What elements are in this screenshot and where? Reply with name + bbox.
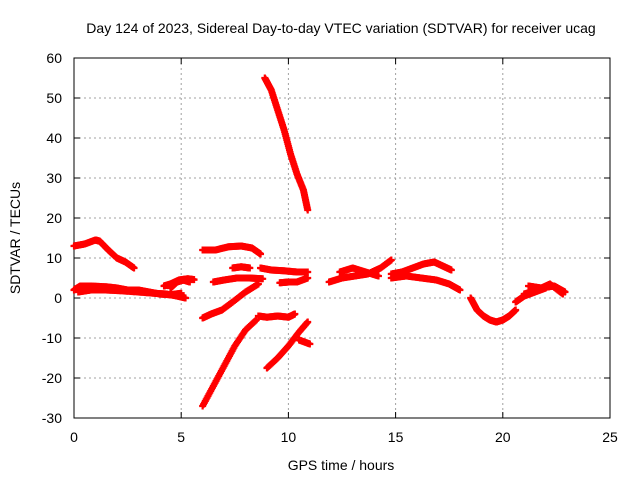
chart-title: Day 124 of 2023, Sidereal Day-to-day VTE… (86, 20, 595, 36)
series-track-u (467, 294, 520, 326)
y-tick-label: 50 (46, 90, 62, 106)
y-tick-label: 10 (46, 250, 62, 266)
y-tick-label: 30 (46, 170, 62, 186)
ticks (73, 57, 611, 419)
data-point (246, 264, 254, 272)
series-track-o (261, 74, 312, 214)
plot-frame (73, 57, 611, 419)
data-point (190, 276, 198, 284)
y-tick-label: 60 (46, 50, 62, 66)
series-track-n (295, 336, 314, 348)
y-tick-label: 20 (46, 210, 62, 226)
data-point (512, 306, 520, 314)
data-point (304, 318, 312, 326)
data-point (259, 275, 267, 283)
y-axis-label: SDTVAR / TECUs (7, 182, 23, 294)
y-tick-label: -10 (42, 330, 62, 346)
x-tick-label: 5 (177, 429, 185, 445)
data-point (181, 294, 189, 302)
x-tick-label: 0 (70, 429, 78, 445)
series-track-e (160, 275, 198, 290)
x-tick-label: 25 (602, 429, 618, 445)
data-point (447, 266, 455, 274)
data-point (291, 310, 299, 318)
x-axis-label: GPS time / hours (288, 457, 395, 473)
data-point (387, 256, 395, 264)
data-points (70, 74, 569, 410)
data-point (257, 250, 265, 258)
y-tick-label: -20 (42, 370, 62, 386)
data-point (304, 274, 312, 282)
series-track-i (229, 263, 254, 272)
x-tick-labels: 0 5 10 15 20 25 (70, 429, 618, 445)
series-track-a (70, 236, 138, 272)
series-track-l (254, 310, 299, 321)
data-point (130, 264, 138, 272)
series-track-f (199, 242, 265, 258)
series-track-p (276, 274, 312, 287)
data-point (254, 280, 262, 288)
series-track-s (387, 258, 455, 278)
grid (74, 58, 610, 418)
series-track-m (263, 318, 312, 372)
data-point (306, 340, 314, 348)
x-tick-label: 20 (495, 429, 511, 445)
series-track-r (336, 264, 382, 280)
y-tick-label: 40 (46, 130, 62, 146)
data-point (456, 286, 464, 294)
series-track-x (520, 280, 567, 298)
y-tick-label: 0 (54, 290, 62, 306)
series-track-t (387, 272, 464, 294)
data-point (252, 316, 260, 324)
x-tick-label: 10 (281, 429, 297, 445)
y-tick-labels: -30 -20 -10 0 10 20 30 40 50 60 (42, 50, 62, 426)
series-track-c (74, 286, 189, 302)
y-tick-label: -30 (42, 410, 62, 426)
series-track-k (199, 316, 260, 410)
x-tick-label: 15 (388, 429, 404, 445)
series-track-q (325, 256, 395, 286)
series-track-h (209, 274, 267, 286)
data-point (304, 206, 312, 214)
data-point (374, 272, 382, 280)
data-point (304, 268, 312, 276)
series-track-j (199, 280, 262, 322)
series-track-g (257, 264, 312, 276)
data-point (559, 290, 567, 298)
